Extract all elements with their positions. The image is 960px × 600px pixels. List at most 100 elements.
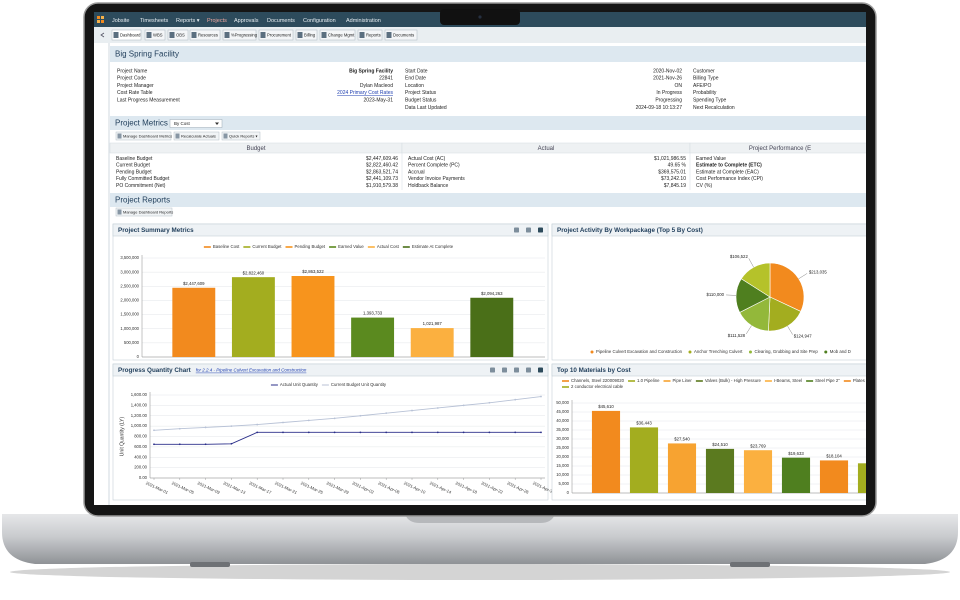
tab[interactable]	[189, 29, 221, 41]
panel-subtitle[interactable]: for 2.2.4 - Pipeline Culvert Excavation …	[196, 368, 307, 373]
info-label: Billing Type	[693, 76, 719, 82]
button[interactable]	[115, 131, 172, 141]
tab-label[interactable]: Procurement	[267, 32, 292, 37]
y-tick-label: 2,000,000	[120, 298, 139, 303]
tab[interactable]	[384, 29, 418, 41]
info-value[interactable]: 2024 Primary Cost Rates	[337, 90, 393, 96]
data-label: $45,610	[598, 404, 614, 409]
tab-icon	[169, 32, 175, 38]
dropdown-value[interactable]: By Cost	[174, 121, 191, 126]
tab[interactable]	[222, 29, 257, 41]
panel-header	[112, 223, 549, 237]
tab[interactable]	[258, 29, 294, 41]
y-tick-label: 1,600.00	[131, 392, 148, 397]
panel-icon[interactable]	[538, 227, 543, 233]
tab[interactable]	[357, 29, 383, 41]
collapse-arrow[interactable]	[100, 32, 105, 38]
tab[interactable]	[144, 29, 166, 41]
tab-icon	[359, 32, 365, 38]
tab[interactable]	[319, 29, 356, 41]
tab-label[interactable]: Resources	[198, 32, 218, 37]
panel-icon[interactable]	[538, 367, 543, 373]
panel-icon[interactable]	[502, 367, 507, 373]
data-label: $36,443	[636, 421, 652, 426]
button-icon	[223, 133, 228, 139]
button-label[interactable]: Manage Dashboard Reports	[123, 209, 173, 214]
legend-marker	[806, 380, 814, 382]
nav-item[interactable]: Timesheets	[140, 18, 168, 24]
foot	[190, 562, 230, 567]
nav-item[interactable]: Jobsite	[112, 18, 129, 24]
button[interactable]	[115, 207, 173, 217]
data-label: $106,522	[730, 254, 749, 259]
nav-item[interactable]: Administration	[346, 18, 381, 24]
tab[interactable]	[295, 29, 318, 41]
section-title: Project Metrics	[115, 119, 168, 128]
info-label: Budget Status	[405, 98, 437, 104]
pie-slice	[768, 296, 802, 332]
nav-item[interactable]: Reports ▾	[176, 18, 200, 24]
point	[540, 395, 542, 398]
button-label[interactable]: Recalculate Actuals	[181, 133, 216, 138]
nav-item[interactable]: Documents	[267, 18, 295, 24]
tab-label[interactable]: Reports	[366, 32, 381, 37]
button[interactable]	[173, 131, 220, 141]
tab-icon	[191, 32, 197, 38]
button-label[interactable]: Quick Reports ▾	[229, 133, 257, 138]
panel-icon[interactable]	[526, 367, 531, 373]
tab[interactable]	[167, 29, 189, 41]
panel-icon[interactable]	[526, 227, 531, 233]
panel-icon[interactable]	[514, 227, 519, 233]
info-label: Project Code	[117, 76, 146, 82]
legend-label: Estimate At Complete	[412, 244, 454, 249]
tab-label[interactable]: OBS	[176, 32, 185, 37]
data-label: $27,540	[674, 437, 690, 442]
y-tick-label: 10,000	[556, 472, 569, 477]
metric-value: $2,822,460.42	[366, 163, 398, 169]
tab-label[interactable]: Documents	[393, 32, 414, 37]
bar	[351, 317, 395, 357]
legend-marker	[367, 246, 375, 248]
data-label: $19,633	[788, 451, 804, 456]
info-value: 22841	[379, 76, 393, 82]
logo	[101, 20, 104, 23]
tab-label[interactable]: Dashboard	[120, 32, 141, 37]
tab[interactable]	[111, 29, 142, 41]
nav-item[interactable]: Projects	[207, 18, 227, 24]
metric-label: PO Commitment (Net)	[116, 183, 166, 189]
point	[230, 425, 233, 428]
tab-label[interactable]: Change Mgmt	[328, 32, 355, 37]
series-line	[154, 431, 541, 445]
legend-label: Mob and D	[830, 349, 851, 354]
panel-icon[interactable]	[514, 367, 519, 373]
panel-title: Top 10 Materials by Cost	[557, 367, 632, 374]
point	[540, 431, 542, 434]
point	[411, 409, 413, 412]
button-label[interactable]: Manage Dashboard Metrics	[123, 133, 172, 138]
legend-label: Clearing, Grubbing and Site Prep	[754, 349, 818, 354]
info-value: In Progress	[656, 90, 682, 96]
point	[462, 404, 465, 407]
tab-icon	[321, 32, 327, 38]
tab-label[interactable]: %Progressing	[231, 32, 258, 37]
nav-item[interactable]: Approvals	[234, 18, 259, 24]
metric-value: 49.65 %	[668, 163, 687, 169]
y-axis-label: Unit Quantity (LY)	[119, 416, 125, 456]
y-tick-label: 35,000	[556, 427, 569, 432]
legend-label: Baseline Cost	[213, 244, 240, 249]
legend-label: Actual Cost	[377, 244, 400, 249]
y-tick-label: 5,000	[559, 481, 570, 486]
dropdown[interactable]	[169, 119, 223, 128]
nav-item[interactable]: Configuration	[303, 18, 336, 24]
point	[178, 427, 181, 430]
metric-label: Holdback Balance	[408, 183, 449, 189]
tab-label[interactable]: WBS	[153, 32, 163, 37]
button[interactable]	[221, 131, 261, 141]
panel-icon[interactable]	[490, 367, 495, 373]
metric-label: Pending Budget	[116, 169, 152, 175]
legend-marker	[590, 350, 594, 354]
tab-label[interactable]: Billing	[304, 32, 316, 37]
metric-label: Fully Committed Budget	[116, 176, 170, 182]
